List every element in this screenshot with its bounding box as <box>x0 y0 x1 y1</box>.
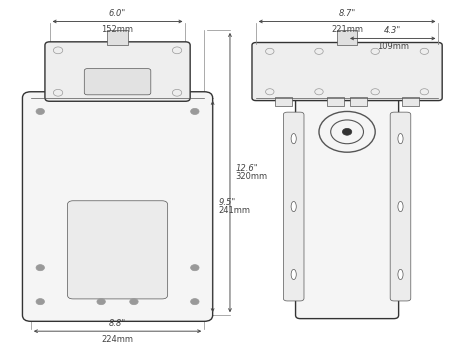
FancyBboxPatch shape <box>296 94 399 319</box>
Text: 224mm: 224mm <box>101 334 134 343</box>
Circle shape <box>36 299 45 305</box>
Ellipse shape <box>398 269 403 279</box>
Circle shape <box>342 128 352 135</box>
Circle shape <box>36 108 45 114</box>
Bar <box>402 97 419 106</box>
Text: 6.0": 6.0" <box>109 9 126 18</box>
Bar <box>107 30 128 45</box>
Text: 241mm: 241mm <box>218 206 250 215</box>
FancyBboxPatch shape <box>252 42 442 101</box>
Ellipse shape <box>291 134 296 144</box>
FancyBboxPatch shape <box>45 42 190 101</box>
FancyBboxPatch shape <box>283 112 304 301</box>
Bar <box>337 30 357 45</box>
Text: 8.8": 8.8" <box>109 319 126 328</box>
FancyBboxPatch shape <box>67 201 168 299</box>
Text: 109mm: 109mm <box>377 42 409 51</box>
Text: 9.5": 9.5" <box>218 198 236 207</box>
Text: 8.7": 8.7" <box>338 9 356 18</box>
Circle shape <box>36 264 45 271</box>
Text: 12.6": 12.6" <box>236 164 258 173</box>
Text: 221mm: 221mm <box>331 25 363 34</box>
Text: 4.3": 4.3" <box>384 26 401 35</box>
Bar <box>327 97 344 106</box>
Ellipse shape <box>291 269 296 279</box>
Bar <box>275 97 292 106</box>
Text: 152mm: 152mm <box>101 25 134 34</box>
Circle shape <box>191 264 199 271</box>
Circle shape <box>191 108 199 114</box>
Bar <box>350 97 367 106</box>
Ellipse shape <box>398 134 403 144</box>
FancyBboxPatch shape <box>22 92 213 321</box>
Text: 320mm: 320mm <box>236 172 268 181</box>
Circle shape <box>130 299 138 305</box>
FancyBboxPatch shape <box>84 69 151 95</box>
Circle shape <box>191 299 199 305</box>
FancyBboxPatch shape <box>390 112 411 301</box>
Circle shape <box>97 299 105 305</box>
Ellipse shape <box>291 201 296 212</box>
Ellipse shape <box>398 201 403 212</box>
